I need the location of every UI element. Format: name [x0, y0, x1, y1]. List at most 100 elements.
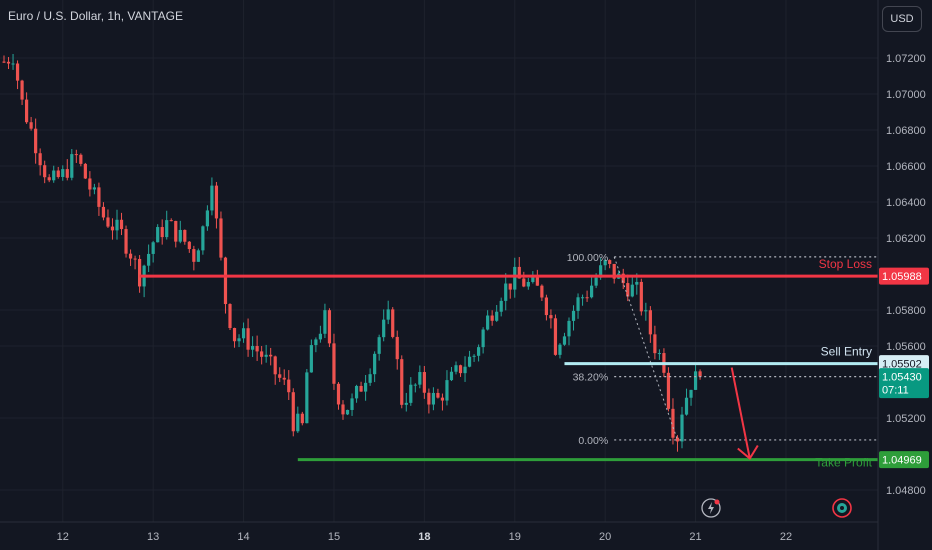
- candle-up: [680, 414, 684, 442]
- candle-up: [373, 353, 377, 375]
- candle-down: [282, 377, 286, 380]
- candle-up: [486, 315, 490, 330]
- candle-down: [675, 437, 680, 442]
- candle-down: [232, 328, 237, 342]
- candle-up: [413, 384, 417, 386]
- price-tick-label: 1.06800: [886, 125, 926, 137]
- candle-down: [490, 315, 494, 321]
- candle-down: [187, 241, 191, 250]
- candle-down: [183, 229, 187, 242]
- time-tick-label: 12: [57, 531, 69, 543]
- candle-down: [273, 356, 277, 375]
- candle-down: [223, 257, 228, 305]
- candle-down: [88, 178, 92, 190]
- price-tag-label: 1.05988: [882, 271, 922, 283]
- price-tag-label: 1.05502: [882, 359, 922, 371]
- candle-up: [418, 372, 422, 385]
- candle-down: [65, 169, 69, 178]
- candle-up: [635, 281, 639, 285]
- time-axis[interactable]: 12 13 14 15 18 19 20 21 22: [0, 521, 878, 543]
- candle-down: [56, 170, 60, 177]
- candles: [2, 54, 702, 452]
- fib-trend-line[interactable]: [613, 256, 678, 441]
- candle-up: [504, 283, 508, 301]
- candle-down: [106, 217, 110, 227]
- candle-up: [178, 229, 182, 242]
- candle-down: [327, 310, 332, 344]
- candle-up: [156, 227, 160, 243]
- candle-up: [463, 366, 467, 374]
- candle-up: [345, 409, 350, 415]
- price-tag: [879, 451, 929, 469]
- candle-down: [698, 371, 702, 377]
- candle-up: [350, 398, 354, 410]
- candle-down: [15, 63, 20, 81]
- candle-up: [237, 338, 241, 342]
- candle-down: [138, 258, 142, 287]
- candle-down: [653, 334, 657, 354]
- candle-down: [626, 283, 630, 297]
- candle-down: [38, 153, 42, 166]
- candle-up: [467, 356, 472, 367]
- candle-up: [52, 170, 56, 181]
- price-tick-label: 1.04800: [886, 485, 926, 497]
- currency-button[interactable]: USD: [882, 6, 922, 32]
- candle-up: [205, 210, 209, 227]
- candle-up: [481, 329, 485, 348]
- chart-title: Euro / U.S. Dollar, 1h, VANTAGE: [8, 9, 183, 23]
- candle-up: [576, 297, 580, 311]
- candle-down: [83, 163, 87, 179]
- candle-down: [124, 229, 128, 254]
- candle-up: [115, 219, 119, 231]
- event-icons[interactable]: [701, 498, 852, 518]
- candle-down: [6, 61, 11, 64]
- candle-up: [264, 354, 268, 357]
- candle-down: [671, 408, 675, 438]
- candle-down: [269, 354, 273, 357]
- candle-up: [599, 265, 603, 278]
- candle-up: [409, 384, 413, 403]
- projection-arrow[interactable]: [730, 367, 759, 461]
- price-tick-label: 1.05600: [886, 341, 926, 353]
- flash-event-icon[interactable]: [701, 498, 721, 518]
- candle-up: [354, 385, 359, 399]
- fib-level-label: 0.00%: [578, 435, 608, 447]
- candle-down: [228, 304, 232, 329]
- candle-down: [666, 372, 671, 409]
- candle-up: [644, 310, 648, 312]
- candle-up: [364, 382, 368, 392]
- candle-down: [174, 220, 178, 242]
- candle-up: [495, 311, 499, 321]
- candle-down: [422, 372, 426, 393]
- candle-up: [657, 353, 661, 355]
- candle-up: [477, 347, 481, 356]
- economic-event-icon[interactable]: [832, 498, 852, 518]
- candle-down: [25, 99, 29, 123]
- candle-down: [43, 165, 47, 178]
- candle-up: [309, 345, 313, 373]
- candle-down: [119, 219, 124, 230]
- candle-up: [61, 169, 65, 177]
- candle-down: [608, 260, 612, 264]
- trade-levels[interactable]: Stop Loss Sell Entry Take Profit: [139, 257, 878, 470]
- price-axis[interactable]: 1.07200 1.07000 1.06800 1.06600 1.06400 1.062…: [877, 0, 932, 550]
- candle-down: [458, 365, 463, 374]
- time-tick-label: 14: [237, 531, 249, 543]
- candle-down: [535, 277, 539, 286]
- candle-down: [522, 278, 526, 287]
- level-label-sell-entry: Sell Entry: [821, 345, 872, 359]
- candle-down: [391, 309, 395, 337]
- candle-down: [359, 385, 363, 392]
- candle-up: [449, 371, 454, 381]
- level-label-stop-loss: Stop Loss: [819, 257, 872, 271]
- candle-down: [219, 218, 223, 258]
- price-tick-label: 1.06200: [886, 233, 926, 245]
- candle-up: [251, 346, 255, 350]
- candle-up: [580, 297, 585, 299]
- candle-down: [47, 177, 51, 181]
- arrow-shaft[interactable]: [730, 367, 751, 459]
- time-tick-label: 13: [147, 531, 159, 543]
- arrow-head[interactable]: [737, 444, 759, 461]
- candle-up: [210, 185, 214, 211]
